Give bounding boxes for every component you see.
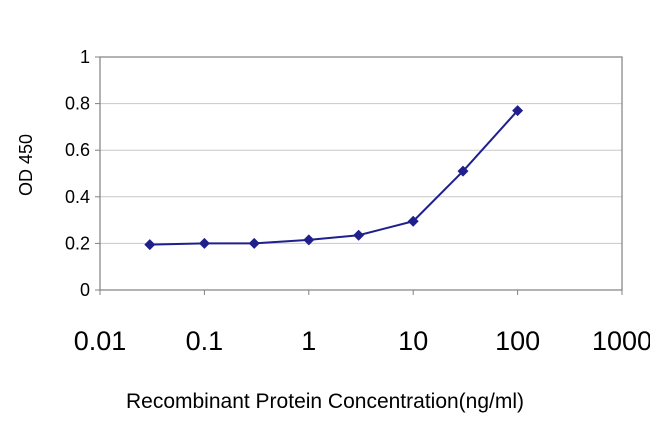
y-tick-label: 1 xyxy=(80,47,90,67)
data-point-marker xyxy=(248,237,260,249)
data-point-marker xyxy=(457,165,469,177)
x-tick-label: 0.1 xyxy=(186,326,224,356)
x-tick-label: 100 xyxy=(495,326,540,356)
y-tick-label: 0.4 xyxy=(65,187,90,207)
x-tick-label: 0.01 xyxy=(74,326,127,356)
y-tick-label: 0.8 xyxy=(65,94,90,114)
data-point-marker xyxy=(353,229,365,241)
y-tick-label: 0 xyxy=(80,280,90,300)
x-tick-label: 1000 xyxy=(592,326,650,356)
x-axis-title: Recombinant Protein Concentration(ng/ml) xyxy=(125,390,525,413)
series-line xyxy=(149,109,519,246)
data-point-marker xyxy=(512,105,524,117)
y-tick-label: 0.2 xyxy=(65,233,90,253)
y-axis-title: OD 450 xyxy=(16,133,36,197)
data-point-marker xyxy=(303,234,315,246)
x-tick-label: 10 xyxy=(398,326,428,356)
plot-border xyxy=(99,56,623,291)
data-point-marker xyxy=(407,215,419,227)
x-tick-label: 1 xyxy=(301,326,316,356)
data-point-marker xyxy=(144,239,156,251)
y-tick-label: 0.6 xyxy=(65,140,90,160)
data-point-marker xyxy=(198,237,210,249)
